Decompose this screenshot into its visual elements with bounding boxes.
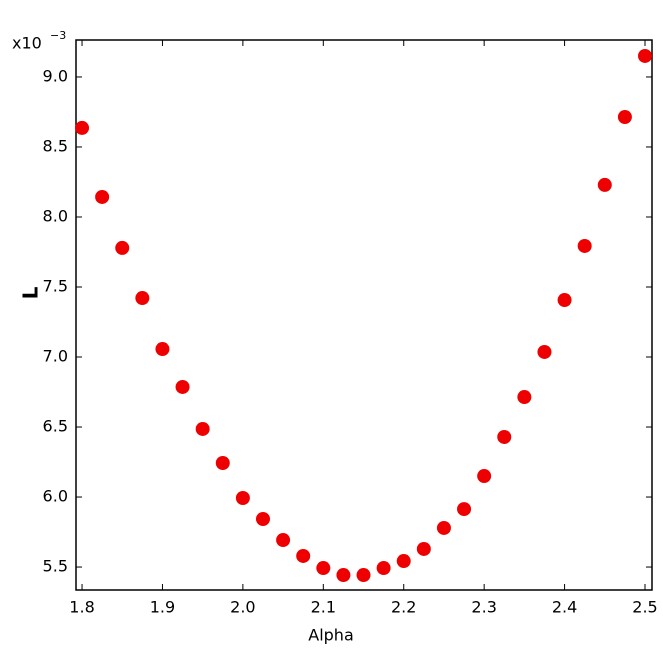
point — [215, 456, 230, 471]
plot-frame — [75, 39, 653, 591]
point — [457, 502, 472, 517]
point — [95, 189, 110, 204]
point — [376, 561, 391, 576]
y-tick-label: 8.5 — [43, 136, 68, 155]
point — [356, 568, 371, 583]
point — [235, 491, 250, 506]
point — [577, 238, 592, 253]
x-tick-label: 2.4 — [552, 598, 577, 617]
point — [416, 541, 431, 556]
y-tick-label: 7.5 — [43, 276, 68, 295]
point — [296, 548, 311, 563]
point — [75, 120, 90, 135]
point — [597, 177, 612, 192]
x-tick-label: 2.3 — [471, 598, 496, 617]
point — [557, 293, 572, 308]
x-axis-label: Alpha — [308, 626, 354, 645]
x-tick-label: 1.9 — [150, 598, 175, 617]
point — [336, 568, 351, 583]
x-tick-label: 2.1 — [311, 598, 336, 617]
point — [316, 561, 331, 576]
y-tick-label: 8.0 — [43, 206, 68, 225]
x-tick-label: 2.5 — [632, 598, 657, 617]
point — [617, 110, 632, 125]
point — [537, 344, 552, 359]
point — [477, 469, 492, 484]
point — [497, 429, 512, 444]
point — [155, 342, 170, 357]
y-tick-label: 9.0 — [43, 66, 68, 85]
x-tick-label: 2.0 — [230, 598, 255, 617]
y-exponent: −3 — [50, 29, 66, 42]
point — [255, 512, 270, 527]
point — [517, 390, 532, 405]
y-tick-label: 6.0 — [43, 487, 68, 506]
point — [396, 554, 411, 569]
point — [436, 520, 451, 535]
point — [638, 48, 653, 63]
point — [115, 240, 130, 255]
x-tick-label: 1.8 — [69, 598, 94, 617]
y-multiplier: x10 — [12, 34, 42, 53]
point — [276, 533, 291, 548]
y-tick-label: 6.5 — [43, 417, 68, 436]
y-tick-label: 5.5 — [43, 557, 68, 576]
x-tick-label: 2.2 — [391, 598, 416, 617]
point — [195, 421, 210, 436]
y-axis-label: L — [19, 286, 43, 299]
point — [135, 291, 150, 306]
point — [175, 379, 190, 394]
y-tick-label: 7.0 — [43, 347, 68, 366]
